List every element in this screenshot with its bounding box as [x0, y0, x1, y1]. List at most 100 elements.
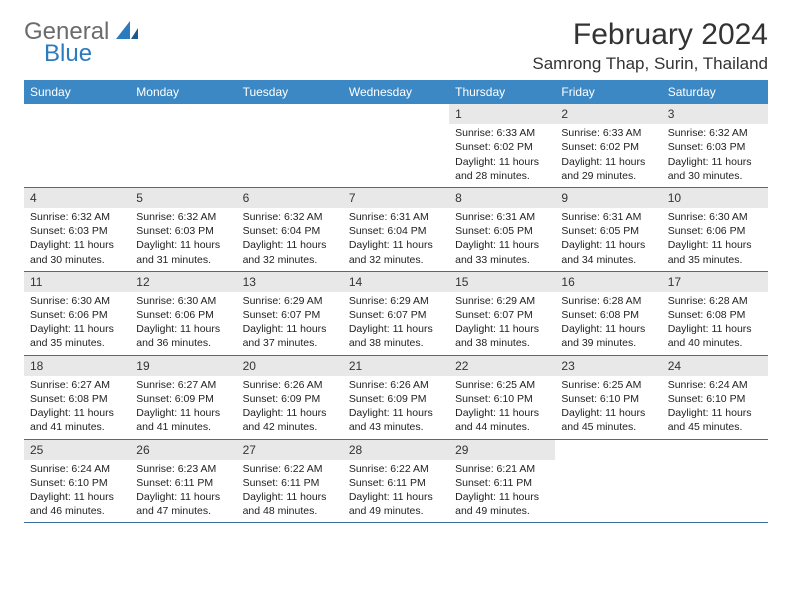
sunrise-text: Sunrise: 6:24 AM [30, 462, 124, 476]
daylight-text: Daylight: 11 hours and 48 minutes. [243, 490, 337, 518]
day-cell: 16Sunrise: 6:28 AMSunset: 6:08 PMDayligh… [555, 272, 661, 355]
sunset-text: Sunset: 6:03 PM [668, 140, 762, 154]
day-number: 26 [130, 440, 236, 460]
day-details: Sunrise: 6:32 AMSunset: 6:03 PMDaylight:… [662, 124, 768, 187]
sunset-text: Sunset: 6:07 PM [455, 308, 549, 322]
day-number: 28 [343, 440, 449, 460]
day-details: Sunrise: 6:29 AMSunset: 6:07 PMDaylight:… [343, 292, 449, 355]
sunset-text: Sunset: 6:09 PM [136, 392, 230, 406]
sunset-text: Sunset: 6:04 PM [243, 224, 337, 238]
daylight-text: Daylight: 11 hours and 36 minutes. [136, 322, 230, 350]
day-details: Sunrise: 6:28 AMSunset: 6:08 PMDaylight:… [662, 292, 768, 355]
day-details: Sunrise: 6:33 AMSunset: 6:02 PMDaylight:… [449, 124, 555, 187]
sunset-text: Sunset: 6:02 PM [561, 140, 655, 154]
week-row: 18Sunrise: 6:27 AMSunset: 6:08 PMDayligh… [24, 356, 768, 440]
day-number [130, 104, 236, 108]
day-details: Sunrise: 6:31 AMSunset: 6:05 PMDaylight:… [555, 208, 661, 271]
day-number: 6 [237, 188, 343, 208]
day-details: Sunrise: 6:28 AMSunset: 6:08 PMDaylight:… [555, 292, 661, 355]
daylight-text: Daylight: 11 hours and 32 minutes. [243, 238, 337, 266]
day-number: 4 [24, 188, 130, 208]
sunrise-text: Sunrise: 6:30 AM [136, 294, 230, 308]
sunset-text: Sunset: 6:08 PM [668, 308, 762, 322]
daylight-text: Daylight: 11 hours and 41 minutes. [136, 406, 230, 434]
day-details: Sunrise: 6:32 AMSunset: 6:03 PMDaylight:… [24, 208, 130, 271]
daylight-text: Daylight: 11 hours and 32 minutes. [349, 238, 443, 266]
day-cell: 28Sunrise: 6:22 AMSunset: 6:11 PMDayligh… [343, 440, 449, 523]
day-details: Sunrise: 6:27 AMSunset: 6:09 PMDaylight:… [130, 376, 236, 439]
week-row: 4Sunrise: 6:32 AMSunset: 6:03 PMDaylight… [24, 188, 768, 272]
day-details: Sunrise: 6:31 AMSunset: 6:04 PMDaylight:… [343, 208, 449, 271]
day-details: Sunrise: 6:23 AMSunset: 6:11 PMDaylight:… [130, 460, 236, 523]
day-cell: 7Sunrise: 6:31 AMSunset: 6:04 PMDaylight… [343, 188, 449, 271]
day-cell: 10Sunrise: 6:30 AMSunset: 6:06 PMDayligh… [662, 188, 768, 271]
sunrise-text: Sunrise: 6:30 AM [30, 294, 124, 308]
sunrise-text: Sunrise: 6:32 AM [136, 210, 230, 224]
day-cell: 6Sunrise: 6:32 AMSunset: 6:04 PMDaylight… [237, 188, 343, 271]
day-cell: 22Sunrise: 6:25 AMSunset: 6:10 PMDayligh… [449, 356, 555, 439]
sail-icon [116, 21, 138, 44]
sunset-text: Sunset: 6:10 PM [30, 476, 124, 490]
day-cell: 1Sunrise: 6:33 AMSunset: 6:02 PMDaylight… [449, 104, 555, 187]
day-cell [662, 440, 768, 523]
sunset-text: Sunset: 6:08 PM [30, 392, 124, 406]
logo-blue: Blue [44, 40, 138, 68]
day-cell [237, 104, 343, 187]
daylight-text: Daylight: 11 hours and 42 minutes. [243, 406, 337, 434]
month-title: February 2024 [532, 18, 768, 52]
sunrise-text: Sunrise: 6:27 AM [30, 378, 124, 392]
day-cell: 23Sunrise: 6:25 AMSunset: 6:10 PMDayligh… [555, 356, 661, 439]
sunset-text: Sunset: 6:05 PM [561, 224, 655, 238]
day-details: Sunrise: 6:31 AMSunset: 6:05 PMDaylight:… [449, 208, 555, 271]
day-number: 7 [343, 188, 449, 208]
day-number: 14 [343, 272, 449, 292]
day-cell: 12Sunrise: 6:30 AMSunset: 6:06 PMDayligh… [130, 272, 236, 355]
sunrise-text: Sunrise: 6:26 AM [243, 378, 337, 392]
day-cell: 21Sunrise: 6:26 AMSunset: 6:09 PMDayligh… [343, 356, 449, 439]
sunset-text: Sunset: 6:05 PM [455, 224, 549, 238]
day-details: Sunrise: 6:26 AMSunset: 6:09 PMDaylight:… [237, 376, 343, 439]
day-details: Sunrise: 6:21 AMSunset: 6:11 PMDaylight:… [449, 460, 555, 523]
day-cell [24, 104, 130, 187]
dayheader-thursday: Thursday [449, 80, 555, 104]
sunset-text: Sunset: 6:07 PM [349, 308, 443, 322]
day-details: Sunrise: 6:30 AMSunset: 6:06 PMDaylight:… [130, 292, 236, 355]
day-details: Sunrise: 6:30 AMSunset: 6:06 PMDaylight:… [662, 208, 768, 271]
sunset-text: Sunset: 6:03 PM [136, 224, 230, 238]
day-number: 17 [662, 272, 768, 292]
day-number: 27 [237, 440, 343, 460]
location: Samrong Thap, Surin, Thailand [532, 54, 768, 74]
daylight-text: Daylight: 11 hours and 49 minutes. [455, 490, 549, 518]
sunrise-text: Sunrise: 6:28 AM [668, 294, 762, 308]
day-details: Sunrise: 6:26 AMSunset: 6:09 PMDaylight:… [343, 376, 449, 439]
daylight-text: Daylight: 11 hours and 46 minutes. [30, 490, 124, 518]
day-number: 15 [449, 272, 555, 292]
daylight-text: Daylight: 11 hours and 38 minutes. [455, 322, 549, 350]
title-block: February 2024 Samrong Thap, Surin, Thail… [532, 18, 768, 74]
day-cell: 18Sunrise: 6:27 AMSunset: 6:08 PMDayligh… [24, 356, 130, 439]
day-number: 19 [130, 356, 236, 376]
day-details: Sunrise: 6:32 AMSunset: 6:04 PMDaylight:… [237, 208, 343, 271]
day-cell: 19Sunrise: 6:27 AMSunset: 6:09 PMDayligh… [130, 356, 236, 439]
day-cell: 8Sunrise: 6:31 AMSunset: 6:05 PMDaylight… [449, 188, 555, 271]
day-number: 22 [449, 356, 555, 376]
daylight-text: Daylight: 11 hours and 31 minutes. [136, 238, 230, 266]
sunrise-text: Sunrise: 6:25 AM [561, 378, 655, 392]
sunrise-text: Sunrise: 6:31 AM [455, 210, 549, 224]
day-details: Sunrise: 6:29 AMSunset: 6:07 PMDaylight:… [237, 292, 343, 355]
day-cell: 3Sunrise: 6:32 AMSunset: 6:03 PMDaylight… [662, 104, 768, 187]
sunrise-text: Sunrise: 6:28 AM [561, 294, 655, 308]
sunrise-text: Sunrise: 6:32 AM [30, 210, 124, 224]
day-number: 18 [24, 356, 130, 376]
day-details: Sunrise: 6:30 AMSunset: 6:06 PMDaylight:… [24, 292, 130, 355]
sunrise-text: Sunrise: 6:29 AM [349, 294, 443, 308]
day-number: 5 [130, 188, 236, 208]
day-number: 13 [237, 272, 343, 292]
sunrise-text: Sunrise: 6:29 AM [455, 294, 549, 308]
daylight-text: Daylight: 11 hours and 35 minutes. [668, 238, 762, 266]
sunrise-text: Sunrise: 6:27 AM [136, 378, 230, 392]
day-details: Sunrise: 6:33 AMSunset: 6:02 PMDaylight:… [555, 124, 661, 187]
daylight-text: Daylight: 11 hours and 30 minutes. [668, 155, 762, 183]
sunset-text: Sunset: 6:04 PM [349, 224, 443, 238]
daylight-text: Daylight: 11 hours and 37 minutes. [243, 322, 337, 350]
